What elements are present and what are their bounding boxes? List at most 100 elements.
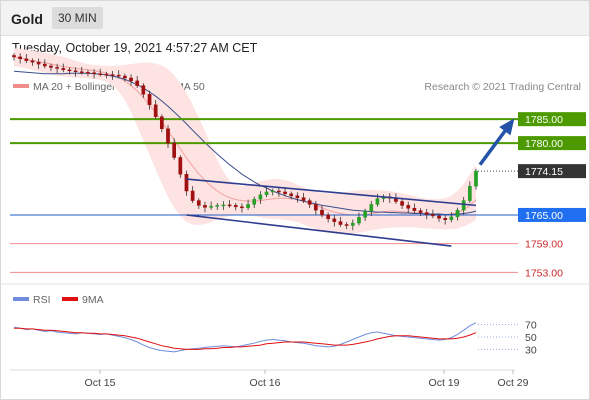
candle [49,63,53,72]
candle-body [61,68,66,71]
candle-body [307,200,312,205]
candle [196,198,201,209]
candle [116,70,121,79]
ma50-line [13,70,477,215]
candle-body [375,198,380,205]
candle-body [184,173,189,192]
candle-body [147,94,152,106]
candle [443,214,448,225]
candle-body [246,204,250,209]
candle [86,69,90,77]
candle-body [73,70,78,73]
candle-body [449,216,454,220]
candle [178,155,183,178]
candle [240,203,244,213]
candle-body [190,190,195,201]
candle-body [301,197,306,201]
candle [104,71,109,79]
candle-body [357,217,361,224]
candle-body [30,60,35,63]
candle-body [86,71,90,74]
x-tick-label: Oct 29 [498,377,529,389]
candle-body [295,195,300,198]
candle [227,200,232,208]
candle-body [326,214,331,220]
candle-body [12,55,16,58]
candle [36,58,41,69]
candle-body [233,205,238,208]
candle-body [98,73,103,75]
candle [400,199,404,209]
candle [135,76,140,89]
candle-body [67,69,72,72]
level-tag-1785-00 [518,112,586,127]
candle-body [49,65,53,68]
candle [30,58,35,66]
candle [437,213,441,222]
candle [215,202,220,210]
copyright-text: Research © 2021 Trading Central [424,81,581,93]
level-tag-1780-00 [518,136,586,151]
level-tag-1765-00 [518,207,586,222]
candle-body [431,214,435,217]
candle-body [110,74,115,76]
candle-body [264,191,269,196]
candle [252,196,257,209]
timeframe-button[interactable]: 30 MIN [52,7,103,29]
rsi-tick-50: 50 [525,332,537,344]
candle-body [313,204,318,211]
candle-body [406,205,411,209]
level-tag-1774-15 [518,164,586,179]
candle-body [338,221,343,225]
projection-arrow-head [499,118,515,136]
candle [159,114,164,133]
candle-body [332,218,337,222]
candle-body [209,206,213,208]
candle-body [252,198,257,205]
candle-body [116,74,121,77]
candle-body [153,104,158,118]
x-tick-label: Oct 19 [429,377,460,389]
rsi-ma-legend-swatch [62,297,78,301]
channel-upper-line [186,178,477,207]
x-axis-ticks: Oct 15 Oct 16 Oct 19 Oct 29 [85,370,529,389]
x-tick-label: Oct 15 [85,377,116,389]
candle [461,196,466,215]
candle [123,73,127,82]
candle-body [178,157,183,175]
candle-body [92,72,96,74]
candle-body [467,185,472,201]
candle-body [240,206,244,209]
candle [357,212,361,226]
candle-body [437,215,441,219]
candle [270,188,275,196]
candle-body [18,56,23,60]
candle-body [424,212,429,215]
candle-body [400,201,404,206]
candle [277,187,281,197]
candle [209,201,213,210]
level-label-1774-15: 1774.15 [525,166,563,178]
channel-lower-line [186,214,452,247]
candle [42,59,47,69]
candle-body [159,116,164,129]
candle [233,202,238,211]
candle-body [363,210,367,218]
candle [166,125,170,148]
candle [301,192,306,203]
candle-body [350,222,355,226]
candle [203,201,207,213]
chart-datetime: Tuesday, October 19, 2021 4:57:27 AM CET [12,41,258,55]
candle-body [36,61,41,65]
candle [307,198,312,209]
price-plot: 1785.00 1780.00 1774.15 1765.00 1759.00 1753.… [10,48,586,279]
candle-body [79,71,84,73]
candle [184,170,189,196]
candle [190,186,195,203]
candle [350,219,355,231]
bb-legend-swatch [13,84,29,88]
candle-body [123,75,127,79]
candle [147,90,152,110]
